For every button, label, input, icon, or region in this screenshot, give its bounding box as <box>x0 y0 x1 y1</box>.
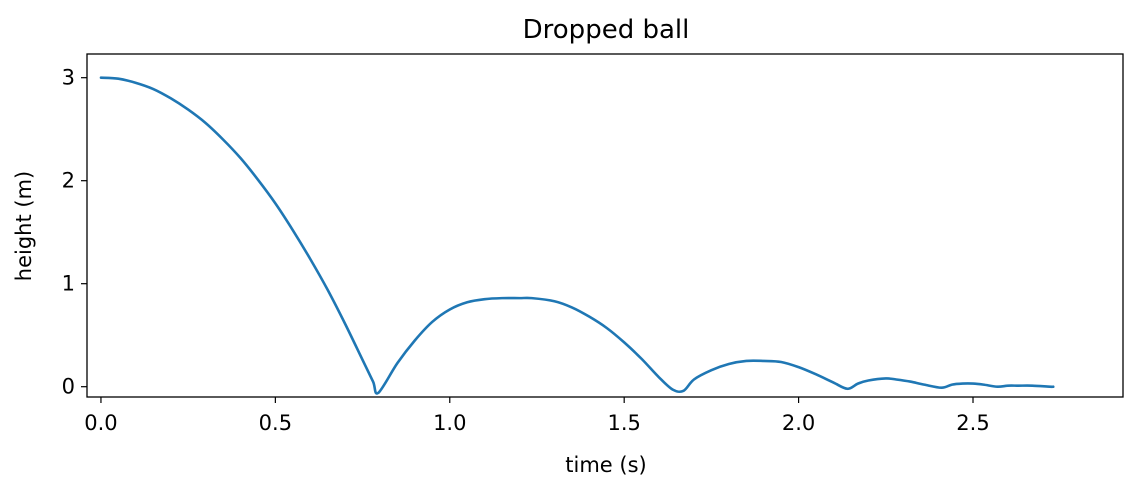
y-tick-label: 2 <box>62 169 75 193</box>
chart-title: Dropped ball <box>523 15 690 45</box>
x-tick-label: 1.5 <box>607 411 640 435</box>
y-tick-label: 0 <box>62 375 75 399</box>
x-axis-ticks: 0.0 0.5 1.0 1.5 2.0 2.5 <box>84 397 990 435</box>
series-line-0 <box>99 76 1055 395</box>
series-layer <box>99 76 1055 395</box>
x-tick-label: 2.0 <box>782 411 815 435</box>
x-tick-label: 0.5 <box>259 411 292 435</box>
x-tick-label: 1.0 <box>433 411 466 435</box>
x-axis-label: time (s) <box>565 453 646 477</box>
x-tick-label: 0.0 <box>84 411 117 435</box>
x-tick-label: 2.5 <box>956 411 989 435</box>
y-tick-label: 3 <box>62 66 75 90</box>
y-axis-label: height (m) <box>12 171 36 281</box>
y-axis-ticks: 0 1 2 3 <box>62 66 87 399</box>
y-tick-label: 1 <box>62 272 75 296</box>
plot-frame <box>86 53 1124 398</box>
